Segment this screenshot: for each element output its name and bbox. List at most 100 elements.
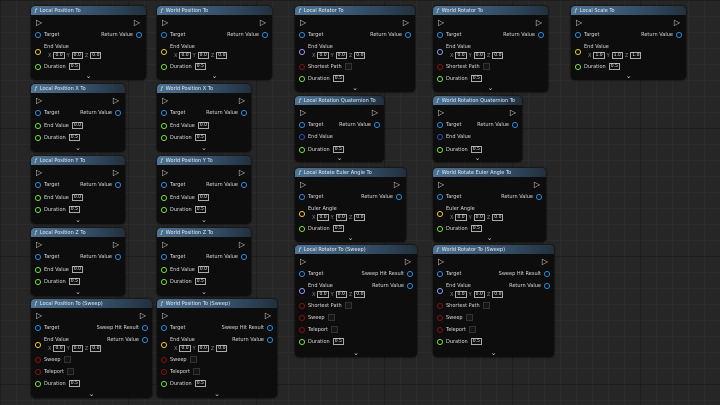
axis-x-input[interactable]: 0.0 (179, 345, 191, 352)
blueprint-node[interactable]: ƒ Local Scale To ▷ ▷ Target Return Value End V… (571, 6, 686, 80)
exec-out-icon[interactable]: ▷ (371, 108, 378, 117)
exec-out-icon[interactable]: ▷ (533, 180, 540, 189)
axis-x-input[interactable]: 0.0 (317, 214, 329, 221)
node-header[interactable]: ƒ World Position X To (157, 84, 251, 93)
chevron-down-icon[interactable]: ⌄ (75, 216, 81, 224)
node-header[interactable]: ƒ World Position To (Sweep) (157, 299, 277, 308)
exec-out-icon[interactable]: ▷ (112, 240, 119, 249)
bool-pin-icon[interactable] (437, 326, 443, 333)
exec-in-icon[interactable]: ▷ (438, 180, 445, 189)
object-output-pin-icon[interactable] (115, 254, 121, 260)
chevron-down-icon[interactable]: ⌄ (352, 84, 358, 92)
chevron-down-icon[interactable]: ⌄ (353, 349, 359, 357)
duration-input[interactable]: 0.5 (194, 380, 206, 387)
duration-input[interactable]: 0.5 (470, 225, 482, 232)
object-output-pin-icon[interactable] (142, 325, 148, 331)
end-value-input[interactable]: 0.0 (71, 122, 83, 129)
blueprint-node[interactable]: ƒ World Rotate Euler Angle To ▷ ▷ Target Retu… (433, 168, 546, 242)
blueprint-node[interactable]: ƒ World Position To ▷ ▷ Target Return Value En… (157, 6, 272, 80)
node-header[interactable]: ƒ World Rotator To (433, 6, 548, 15)
object-output-pin-icon[interactable] (407, 283, 413, 289)
blueprint-node[interactable]: ƒ World Rotator To ▷ ▷ Target Return Value End… (433, 6, 548, 92)
duration-input[interactable]: 0.5 (332, 146, 344, 153)
object-output-pin-icon[interactable] (267, 325, 273, 331)
blueprint-node[interactable]: ƒ World Position Y To ▷ ▷ Target Return Value… (157, 156, 251, 224)
end-value-input[interactable]: 0.0 (71, 194, 83, 201)
exec-in-icon[interactable]: ▷ (36, 240, 43, 249)
object-output-pin-icon[interactable] (374, 122, 380, 128)
axis-y-input[interactable]: 0.0 (197, 52, 209, 59)
chevron-down-icon[interactable]: ⌄ (201, 144, 207, 152)
object-pin-icon[interactable] (437, 194, 443, 200)
duration-input[interactable]: 0.5 (470, 338, 482, 345)
axis-y-input[interactable]: 0.0 (71, 345, 83, 352)
float-pin-icon[interactable] (161, 266, 167, 273)
bool-pin-icon[interactable] (161, 368, 167, 375)
blueprint-node[interactable]: ƒ Local Rotate Euler Angle To ▷ ▷ Target Retu… (295, 168, 406, 242)
node-header[interactable]: ƒ Local Position To (Sweep) (31, 299, 152, 308)
chevron-down-icon[interactable]: ⌄ (211, 72, 218, 80)
float-pin-icon[interactable] (161, 206, 167, 213)
axis-z-input[interactable]: 0.0 (354, 291, 366, 298)
node-header[interactable]: ƒ Local Position X To (31, 84, 125, 93)
float-pin-icon[interactable] (161, 134, 167, 141)
blueprint-node[interactable]: ƒ World Rotation Quaternion To ▷ ▷ Target Ret… (433, 96, 522, 162)
exec-in-icon[interactable]: ▷ (438, 108, 445, 117)
sweep-checkbox[interactable] (465, 314, 473, 321)
blueprint-node[interactable]: ƒ Local Position To (Sweep) ▷ ▷ Target Sweep … (31, 299, 152, 398)
chevron-down-icon[interactable]: ⌄ (75, 288, 81, 296)
axis-x-input[interactable]: 0.0 (179, 52, 191, 59)
exec-in-icon[interactable]: ▷ (162, 311, 169, 320)
bool-pin-icon[interactable] (161, 356, 167, 363)
exec-out-icon[interactable]: ▷ (402, 18, 409, 27)
chevron-down-icon[interactable]: ⌄ (75, 144, 81, 152)
axis-z-input[interactable]: 1.0 (630, 52, 642, 59)
object-output-pin-icon[interactable] (544, 271, 550, 277)
blueprint-node[interactable]: ƒ Local Position X To ▷ ▷ Target Return Value… (31, 84, 125, 152)
duration-input[interactable]: 0.5 (470, 75, 482, 82)
float-pin-icon[interactable] (35, 278, 41, 285)
chevron-down-icon[interactable]: ⌄ (625, 72, 632, 80)
shortest-path-checkbox[interactable] (344, 63, 352, 70)
object-output-pin-icon[interactable] (676, 32, 682, 38)
object-output-pin-icon[interactable] (136, 32, 142, 38)
chevron-down-icon[interactable]: ⌄ (490, 349, 497, 357)
float-pin-icon[interactable] (437, 225, 443, 232)
object-pin-icon[interactable] (161, 325, 167, 331)
object-output-pin-icon[interactable] (396, 194, 402, 200)
duration-input[interactable]: 0.5 (608, 63, 620, 70)
vector-pin-icon[interactable] (161, 48, 167, 55)
bool-pin-icon[interactable] (299, 302, 305, 309)
end-value-input[interactable]: 0.0 (71, 266, 83, 273)
sweep-checkbox[interactable] (189, 356, 197, 363)
chevron-down-icon[interactable]: ⌄ (336, 154, 343, 162)
chevron-down-icon[interactable]: ⌄ (214, 390, 220, 398)
rotator-pin-icon[interactable] (437, 48, 443, 55)
node-header[interactable]: ƒ Local Rotator To (295, 6, 415, 15)
axis-z-input[interactable]: 0.0 (492, 291, 504, 298)
shortest-path-checkbox[interactable] (482, 302, 490, 309)
node-header[interactable]: ƒ Local Position Y To (31, 156, 125, 165)
exec-in-icon[interactable]: ▷ (438, 257, 445, 266)
exec-out-icon[interactable]: ▷ (509, 108, 516, 117)
node-header[interactable]: ƒ World Rotate Euler Angle To (433, 168, 546, 177)
exec-out-icon[interactable]: ▷ (133, 18, 140, 27)
axis-x-input[interactable]: 1.0 (593, 52, 605, 59)
blueprint-node[interactable]: ƒ World Position To (Sweep) ▷ ▷ Target Sweep … (157, 299, 277, 398)
exec-out-icon[interactable]: ▷ (238, 168, 245, 177)
float-pin-icon[interactable] (437, 75, 443, 82)
float-pin-icon[interactable] (161, 278, 167, 285)
chevron-down-icon[interactable]: ⌄ (88, 390, 95, 398)
object-output-pin-icon[interactable] (241, 254, 247, 260)
chevron-down-icon[interactable]: ⌄ (201, 288, 207, 296)
blueprint-node[interactable]: ƒ World Rotator To (Sweep) ▷ ▷ Target Sweep H… (433, 245, 554, 357)
blueprint-node[interactable]: ƒ Local Rotator To ▷ ▷ Target Return Value End… (295, 6, 415, 92)
node-header[interactable]: ƒ Local Rotator To (Sweep) (295, 245, 417, 254)
sweep-checkbox[interactable] (327, 314, 335, 321)
duration-input[interactable]: 0.5 (68, 134, 80, 141)
axis-x-input[interactable]: 0.0 (455, 291, 467, 298)
teleport-checkbox[interactable] (193, 368, 200, 375)
axis-y-input[interactable]: 0.0 (335, 52, 347, 59)
object-pin-icon[interactable] (437, 271, 443, 277)
rotator-pin-icon[interactable] (299, 287, 305, 294)
